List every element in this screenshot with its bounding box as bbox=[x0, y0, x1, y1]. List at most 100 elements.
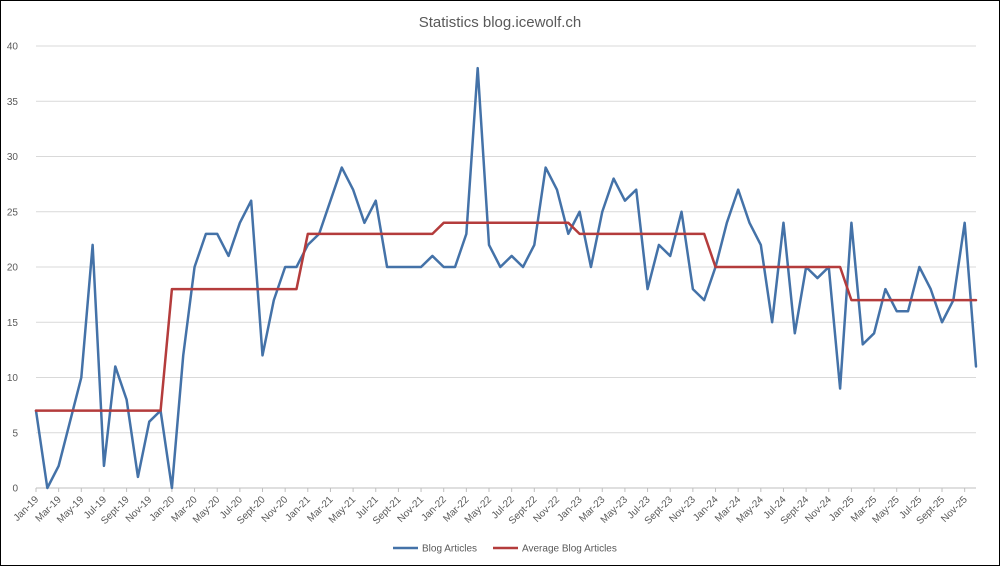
y-tick-label: 10 bbox=[7, 373, 19, 384]
y-tick-label: 20 bbox=[7, 263, 19, 274]
data-point bbox=[430, 232, 434, 236]
data-point bbox=[725, 221, 729, 225]
data-point bbox=[623, 232, 627, 236]
data-point bbox=[34, 409, 38, 413]
data-point bbox=[340, 166, 344, 170]
data-point bbox=[453, 265, 457, 269]
x-tick-label: Nov-25 bbox=[939, 494, 970, 525]
data-point bbox=[294, 265, 298, 269]
data-point bbox=[317, 232, 321, 236]
data-point bbox=[691, 287, 695, 291]
data-point bbox=[815, 276, 819, 280]
data-point bbox=[510, 254, 514, 258]
data-point bbox=[238, 221, 242, 225]
data-point bbox=[951, 298, 955, 302]
data-point bbox=[623, 199, 627, 203]
data-point bbox=[396, 265, 400, 269]
data-point bbox=[385, 265, 389, 269]
data-point bbox=[827, 265, 831, 269]
data-point bbox=[68, 409, 72, 413]
data-point bbox=[328, 199, 332, 203]
data-point bbox=[680, 232, 684, 236]
data-point bbox=[861, 298, 865, 302]
data-point bbox=[57, 464, 61, 468]
data-point bbox=[566, 221, 570, 225]
x-tick-label: Nov-22 bbox=[532, 494, 563, 525]
data-point bbox=[702, 298, 706, 302]
data-point bbox=[849, 298, 853, 302]
data-point bbox=[578, 232, 582, 236]
data-point bbox=[589, 232, 593, 236]
data-point bbox=[125, 409, 129, 413]
y-tick-label: 15 bbox=[7, 318, 19, 329]
data-point bbox=[261, 353, 265, 357]
data-point bbox=[159, 409, 163, 413]
data-point bbox=[181, 353, 185, 357]
series-points-1 bbox=[34, 221, 978, 413]
data-point bbox=[589, 265, 593, 269]
data-point bbox=[476, 66, 480, 70]
chart-title: Statistics blog.icewolf.ch bbox=[419, 14, 582, 31]
data-point bbox=[702, 232, 706, 236]
data-point bbox=[113, 364, 117, 368]
data-point bbox=[79, 376, 83, 380]
data-point bbox=[227, 254, 231, 258]
data-point bbox=[442, 265, 446, 269]
data-point bbox=[736, 188, 740, 192]
data-point bbox=[510, 221, 514, 225]
data-point bbox=[136, 409, 140, 413]
data-point bbox=[521, 221, 525, 225]
data-point bbox=[544, 166, 548, 170]
data-point bbox=[215, 287, 219, 291]
legend-label-1: Average Blog Articles bbox=[522, 544, 617, 555]
data-point bbox=[430, 254, 434, 258]
data-point bbox=[498, 221, 502, 225]
data-point bbox=[136, 475, 140, 479]
data-point bbox=[747, 265, 751, 269]
data-point bbox=[91, 243, 95, 247]
data-point bbox=[464, 221, 468, 225]
data-point bbox=[385, 232, 389, 236]
data-point bbox=[544, 221, 548, 225]
data-point bbox=[91, 409, 95, 413]
data-point bbox=[261, 287, 265, 291]
data-point bbox=[340, 232, 344, 236]
data-point bbox=[963, 221, 967, 225]
data-point bbox=[351, 232, 355, 236]
data-point bbox=[612, 177, 616, 181]
data-point bbox=[963, 298, 967, 302]
y-tick-label: 35 bbox=[7, 97, 19, 108]
data-point bbox=[929, 298, 933, 302]
data-point bbox=[974, 364, 978, 368]
data-point bbox=[646, 232, 650, 236]
data-point bbox=[646, 287, 650, 291]
data-point bbox=[272, 298, 276, 302]
data-point bbox=[170, 486, 174, 490]
data-point bbox=[555, 221, 559, 225]
data-point bbox=[906, 309, 910, 313]
data-point bbox=[476, 221, 480, 225]
data-point bbox=[793, 331, 797, 335]
data-point bbox=[759, 243, 763, 247]
data-point bbox=[204, 232, 208, 236]
data-point bbox=[419, 265, 423, 269]
data-point bbox=[872, 331, 876, 335]
data-point bbox=[612, 232, 616, 236]
data-point bbox=[227, 287, 231, 291]
data-point bbox=[238, 287, 242, 291]
data-point bbox=[45, 486, 49, 490]
data-point bbox=[374, 232, 378, 236]
data-point bbox=[759, 265, 763, 269]
data-point bbox=[555, 188, 559, 192]
data-point bbox=[736, 265, 740, 269]
data-point bbox=[770, 265, 774, 269]
data-point bbox=[680, 210, 684, 214]
data-point bbox=[498, 265, 502, 269]
data-point bbox=[215, 232, 219, 236]
data-point bbox=[781, 221, 785, 225]
data-point bbox=[328, 232, 332, 236]
data-point bbox=[895, 298, 899, 302]
data-point bbox=[193, 287, 197, 291]
data-point bbox=[929, 287, 933, 291]
